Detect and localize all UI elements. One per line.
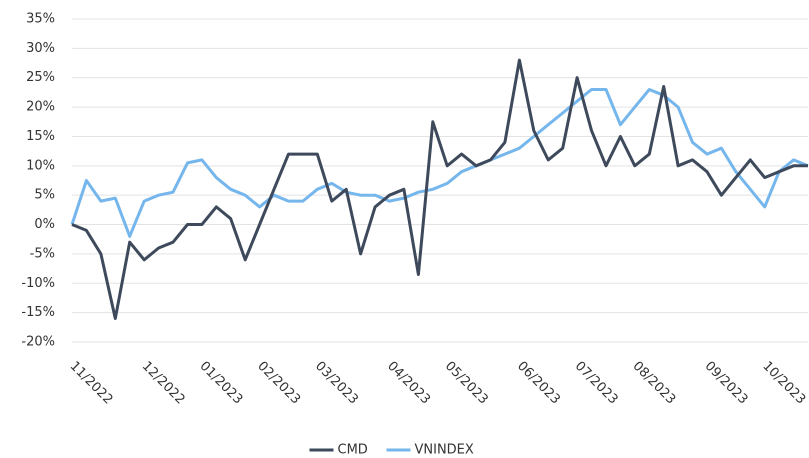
x-tick-label: 07/2023 <box>572 359 621 408</box>
y-tick-label: 30% <box>26 41 55 56</box>
y-tick-label: -15% <box>21 305 55 320</box>
x-tick-label: 12/2022 <box>139 359 188 408</box>
x-tick-label: 01/2023 <box>197 359 246 408</box>
x-tick-label: 09/2023 <box>702 359 751 408</box>
y-tick-label: 20% <box>26 100 55 115</box>
x-tick-label: 11/2022 <box>67 359 116 408</box>
y-tick-label: -5% <box>30 246 55 261</box>
y-tick-label: -10% <box>21 276 55 291</box>
legend-label: CMD <box>338 443 368 458</box>
x-tick-label: 08/2023 <box>630 359 679 408</box>
y-tick-label: 0% <box>34 217 55 232</box>
y-tick-label: 15% <box>26 129 55 144</box>
y-tick-label: -20% <box>21 335 55 350</box>
x-tick-label: 04/2023 <box>384 359 433 408</box>
x-tick-label: 02/2023 <box>254 359 303 408</box>
y-tick-label: 35% <box>26 12 55 27</box>
y-tick-label: 5% <box>34 188 55 203</box>
line-series <box>71 58 808 320</box>
x-tick-label: 06/2023 <box>514 359 563 408</box>
x-tick-label: 05/2023 <box>442 359 491 408</box>
y-tick-label: 25% <box>26 70 55 85</box>
x-tick-label: 10/2023 <box>759 359 808 408</box>
line-series <box>70 88 809 238</box>
legend-label: VNINDEX <box>415 443 474 458</box>
y-tick-label: 10% <box>26 158 55 173</box>
x-tick-label: 03/2023 <box>312 359 361 408</box>
